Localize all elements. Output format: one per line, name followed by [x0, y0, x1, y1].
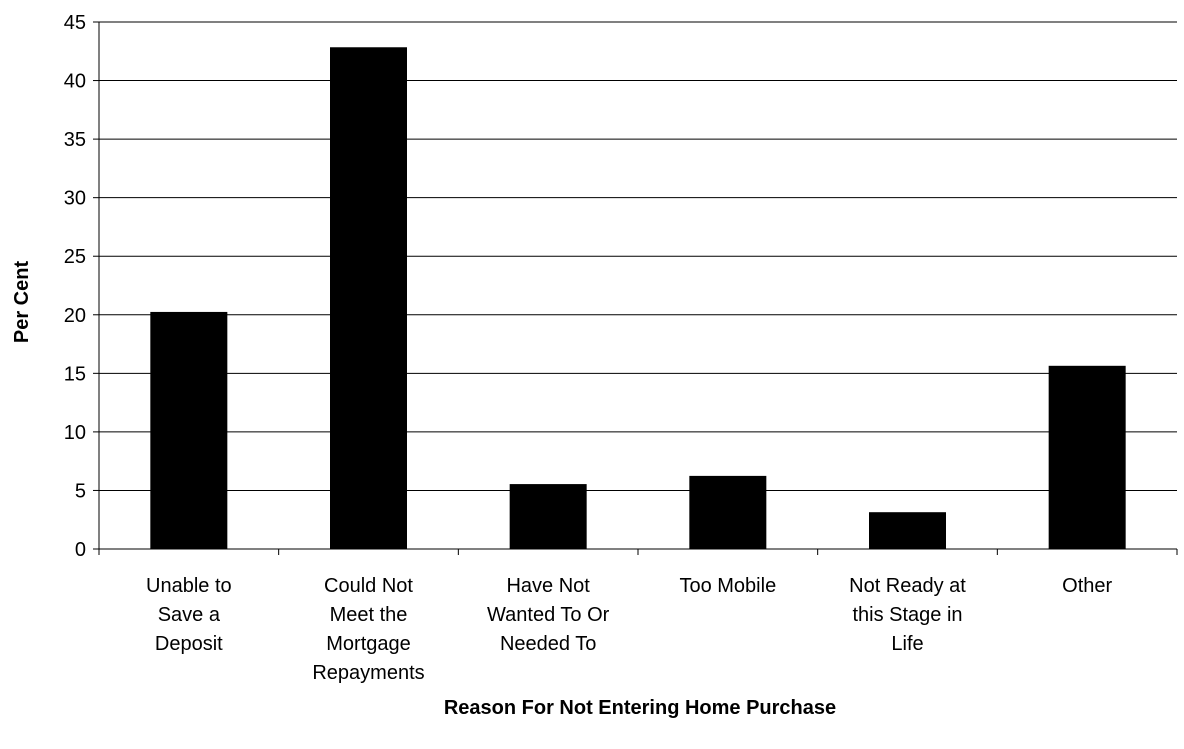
y-tick-label: 20: [64, 305, 86, 327]
y-tick-label: 25: [64, 246, 86, 268]
y-tick-label: 35: [64, 129, 86, 151]
x-category-label-line: Save a: [158, 604, 221, 626]
x-category-label: Have Not Wanted To Or Needed To: [487, 575, 610, 655]
x-category-label-line: Needed To: [500, 633, 596, 655]
y-tick-label: 15: [64, 363, 86, 385]
x-category-label: Unable to Save a Deposit: [146, 575, 232, 655]
bar: [509, 484, 587, 550]
y-tick-label: 40: [64, 71, 86, 93]
axes: [93, 21, 1178, 555]
x-category-label: Not Ready at this Stage in Life: [849, 575, 966, 655]
bar: [689, 475, 767, 550]
y-tick-labels: 0 5 10 15 20 25 30 35 40 45: [64, 12, 86, 561]
x-category-label-line: Mortgage: [326, 633, 411, 655]
x-category-label-line: Life: [891, 633, 923, 655]
x-category-label-line: Repayments: [312, 662, 424, 684]
x-category-label-line: Deposit: [155, 633, 223, 655]
x-category-label: Could Not Meet the Mortgage Repayments: [312, 575, 424, 684]
x-axis-title: Reason For Not Entering Home Purchase: [444, 697, 836, 719]
x-category-label-line: Too Mobile: [679, 575, 776, 597]
x-category-labels: Unable to Save a Deposit Could Not Meet the M…: [146, 575, 1112, 684]
bar: [330, 47, 407, 550]
x-category-label: Too Mobile: [679, 575, 776, 597]
x-category-label: Other: [1062, 575, 1112, 597]
x-category-label-line: Other: [1062, 575, 1112, 597]
y-tick-label: 30: [64, 188, 86, 210]
y-tick-label: 10: [64, 422, 86, 444]
bar: [150, 311, 228, 550]
x-category-label-line: Unable to: [146, 575, 232, 597]
y-tick-label: 0: [75, 539, 86, 561]
x-category-label-line: Have Not: [506, 575, 590, 597]
x-category-label-line: Could Not: [324, 575, 413, 597]
y-tick-label: 45: [64, 12, 86, 34]
bar: [1048, 365, 1126, 550]
bar: [869, 512, 946, 550]
gridlines: [99, 21, 1177, 491]
x-category-label-line: Not Ready at: [849, 575, 966, 597]
y-axis-title: Per Cent: [11, 261, 33, 344]
x-category-label-line: Meet the: [330, 604, 408, 626]
x-category-label-line: this Stage in: [852, 604, 962, 626]
x-category-label-line: Wanted To Or: [487, 604, 610, 626]
bars: [150, 47, 1126, 550]
y-tick-label: 5: [75, 480, 86, 502]
